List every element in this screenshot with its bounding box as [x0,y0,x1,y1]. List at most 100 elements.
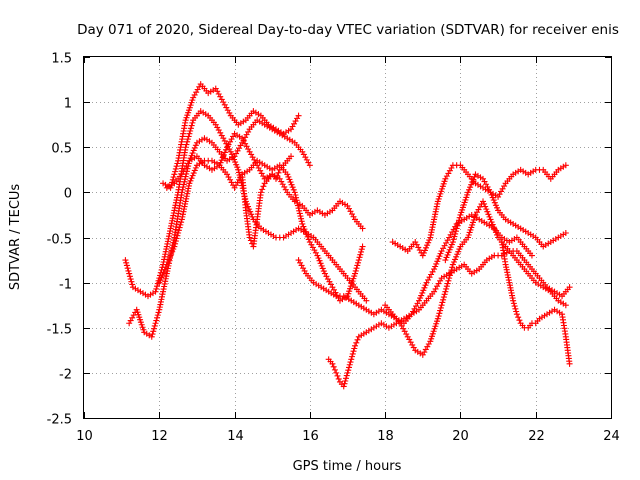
chart-title: Day 071 of 2020, Sidereal Day-to-day VTE… [77,22,619,38]
data-point [179,186,186,193]
data-point [469,179,476,186]
x-tick-label: 14 [227,429,244,444]
data-point [512,305,519,312]
data-point [305,159,312,166]
data-point [347,208,354,215]
data-point [243,131,250,138]
data-point [228,179,235,186]
data-point [353,265,360,272]
data-point [482,203,489,210]
data-point [448,266,455,273]
data-point [174,160,181,167]
data-point [425,340,432,347]
data-point [420,249,427,256]
data-point [169,248,176,255]
data-point [181,178,188,185]
data-point [418,292,425,299]
data-point [419,289,426,296]
data-point [294,199,301,206]
data-point [219,154,226,161]
points-layer [122,81,573,390]
y-tick-label: -1 [59,278,72,293]
data-point [295,112,302,119]
data-point [167,253,174,260]
data-point [443,285,450,292]
data-point [242,134,249,141]
data-point [483,206,490,213]
data-point [172,238,179,245]
data-point [162,264,169,271]
data-point [289,184,296,191]
data-point [483,181,490,188]
data-point [287,179,294,186]
data-point [435,255,442,262]
data-point [327,281,334,288]
data-point [429,268,436,275]
data-point [453,253,460,260]
data-point [192,164,199,171]
data-point [342,375,349,382]
data-point [455,248,462,255]
data-point [355,257,362,264]
data-point [400,325,407,332]
data-point [435,280,442,287]
data-point [352,342,359,349]
data-point [480,198,487,205]
series-track-6 [239,153,295,250]
data-point [528,252,535,259]
data-point [300,151,307,158]
tick-layer: 10 12 14 16 18 20 22 24 1.5 1 0.5 0 -0.5 -1 -1.5 -2 -2.5 [47,52,620,445]
data-point [215,91,222,98]
data-point [285,173,292,180]
data-point [218,157,225,164]
data-point [178,189,185,196]
data-point [437,307,444,314]
data-point [358,246,365,253]
y-tick-label: -1.5 [47,323,72,338]
data-point [319,265,326,272]
data-point [290,186,297,193]
data-point [168,251,175,258]
data-point [363,297,370,304]
data-point [294,115,301,122]
data-point [510,297,517,304]
data-point [184,138,191,145]
data-point [342,377,349,384]
data-point [226,109,233,116]
data-point [161,266,168,273]
data-point [444,251,451,258]
data-point [260,173,267,180]
data-point [446,272,453,279]
data-point [191,144,198,151]
data-point [234,147,241,154]
data-point [446,246,453,253]
data-point [236,145,243,152]
data-point [220,99,227,106]
data-point [233,182,240,189]
data-point [148,333,155,340]
data-point [284,171,291,178]
data-point [410,344,417,351]
data-point [298,262,305,269]
data-point [185,133,192,140]
data-point [157,277,164,284]
data-point [446,275,453,282]
data-point [180,184,187,191]
y-axis-label: SDTVAR / TECUs [8,184,23,291]
data-point [447,244,454,251]
data-point [175,227,182,234]
data-point [437,250,444,257]
data-point [356,254,363,261]
data-point [401,328,408,335]
data-point [434,258,441,265]
data-point [189,119,196,126]
data-point [486,186,493,193]
data-point [189,172,196,179]
data-point [291,120,298,127]
data-point [443,239,450,246]
data-point [331,366,338,373]
data-point [257,167,264,174]
data-point [180,181,187,188]
data-point [473,209,480,216]
data-point [428,271,435,278]
